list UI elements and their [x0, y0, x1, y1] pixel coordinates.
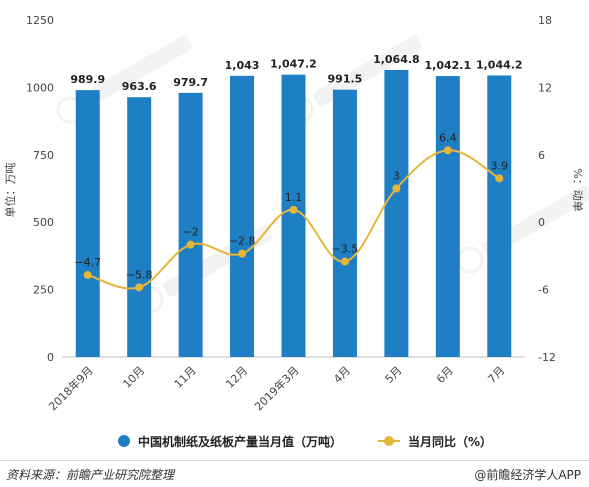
x-tick-label: 10月 [120, 364, 147, 391]
bar [230, 75, 255, 358]
left-axis-title: 单位：万吨 [3, 163, 17, 218]
bar [178, 92, 203, 358]
x-tick-label: 5月 [383, 364, 405, 386]
line-value-label: −3.5 [332, 243, 359, 256]
x-tick-label: 2018年9月 [46, 363, 96, 413]
left-tick-label: 1250 [26, 14, 54, 27]
watermark-mark [456, 185, 589, 274]
bar-value-label: 989.9 [70, 73, 105, 86]
bar-value-label: 1,047.2 [270, 58, 317, 71]
legend-item-line: 当月同比（%） [378, 433, 492, 450]
source-note: 资料来源：前瞻产业研究院整理 [6, 468, 175, 482]
bar [435, 76, 460, 358]
bar [75, 90, 100, 358]
line-data-labels: −4.7 −5.8 −2 −2.8 1.1 −3.5 3 6.4 3.9 [74, 131, 508, 281]
x-tick-label: 6月 [434, 364, 456, 386]
line-point [186, 240, 195, 249]
bar-value-label: 1,044.2 [476, 58, 523, 71]
left-tick-label: 0 [47, 351, 54, 364]
line-value-label: −2.8 [229, 235, 256, 248]
left-tick-label: 1000 [26, 81, 54, 94]
line-series [83, 146, 504, 292]
x-tick-label: 2019年3月 [251, 363, 301, 413]
bar-value-label: 963.6 [122, 80, 157, 93]
bar-data-labels: 989.9 963.6 979.7 1,043 1,047.2 991.5 1,064.8 1… [70, 53, 522, 93]
line-point [340, 257, 349, 266]
line-point [443, 146, 452, 155]
legend-item-bars: 中国机制纸及纸板产量当月值（万吨） [118, 433, 342, 450]
bar [332, 89, 357, 358]
x-tick-label: 4月 [331, 364, 353, 386]
line-point [289, 205, 298, 214]
x-tick-label: 12月 [223, 364, 250, 391]
bar [384, 69, 409, 357]
right-tick-label: 18 [538, 14, 552, 27]
bar-value-label: 979.7 [173, 76, 208, 89]
line-point [83, 270, 92, 279]
line-value-label: 3 [393, 170, 400, 183]
bar-value-label: 1,043 [225, 59, 260, 72]
bar [487, 75, 512, 358]
line-point [495, 174, 504, 183]
line-point [238, 249, 247, 258]
x-tick-label: 11月 [172, 364, 199, 391]
legend-label-bars: 中国机制纸及纸板产量当月值（万吨） [138, 434, 343, 449]
right-tick-label: 12 [538, 81, 552, 94]
x-tick-label: 7月 [485, 364, 507, 386]
bar [127, 97, 152, 357]
line-point [392, 184, 401, 193]
right-tick-label: -12 [538, 351, 556, 364]
right-tick-label: 0 [538, 216, 545, 229]
legend: 中国机制纸及纸板产量当月值（万吨） 当月同比（%） [118, 432, 528, 450]
legend-swatch-bars [118, 435, 130, 447]
bar-series [75, 69, 512, 358]
left-tick-label: 500 [33, 216, 54, 229]
footer: 资料来源：前瞻产业研究院整理 @前瞻经济学人APP [0, 460, 589, 485]
brand-credit: @前瞻经济学人APP [474, 468, 581, 482]
left-tick-label: 250 [33, 284, 54, 297]
bar-value-label: 1,042.1 [425, 59, 472, 72]
legend-label-line: 当月同比（%） [408, 434, 493, 449]
line-value-label: 1.1 [285, 191, 303, 204]
line-value-label: −5.8 [126, 268, 153, 281]
line-value-label: 6.4 [439, 131, 457, 144]
right-tick-label: -6 [538, 284, 549, 297]
bar-value-label: 1,064.8 [373, 53, 420, 66]
legend-swatch-line [378, 435, 401, 447]
bar [281, 74, 306, 358]
combo-chart: 0 250 500 750 1000 1250 -12 -6 0 6 12 18 2018年9月 10… [3, 14, 589, 413]
left-y-axis: 0 250 500 750 1000 1250 [26, 14, 54, 364]
x-axis: 2018年9月 10月 11月 12月 2019年3月 4月 5月 6月 7月 [46, 356, 525, 413]
right-tick-label: 6 [538, 149, 545, 162]
left-tick-label: 750 [33, 149, 54, 162]
right-axis-title: %：动单 [571, 168, 584, 211]
right-y-axis: -12 -6 0 6 12 18 [538, 14, 556, 364]
line-point [135, 283, 144, 292]
line-value-label: −4.7 [74, 256, 101, 269]
line-value-label: −2 [183, 226, 199, 239]
bar-value-label: 991.5 [328, 73, 363, 86]
line-value-label: 3.9 [491, 159, 509, 172]
